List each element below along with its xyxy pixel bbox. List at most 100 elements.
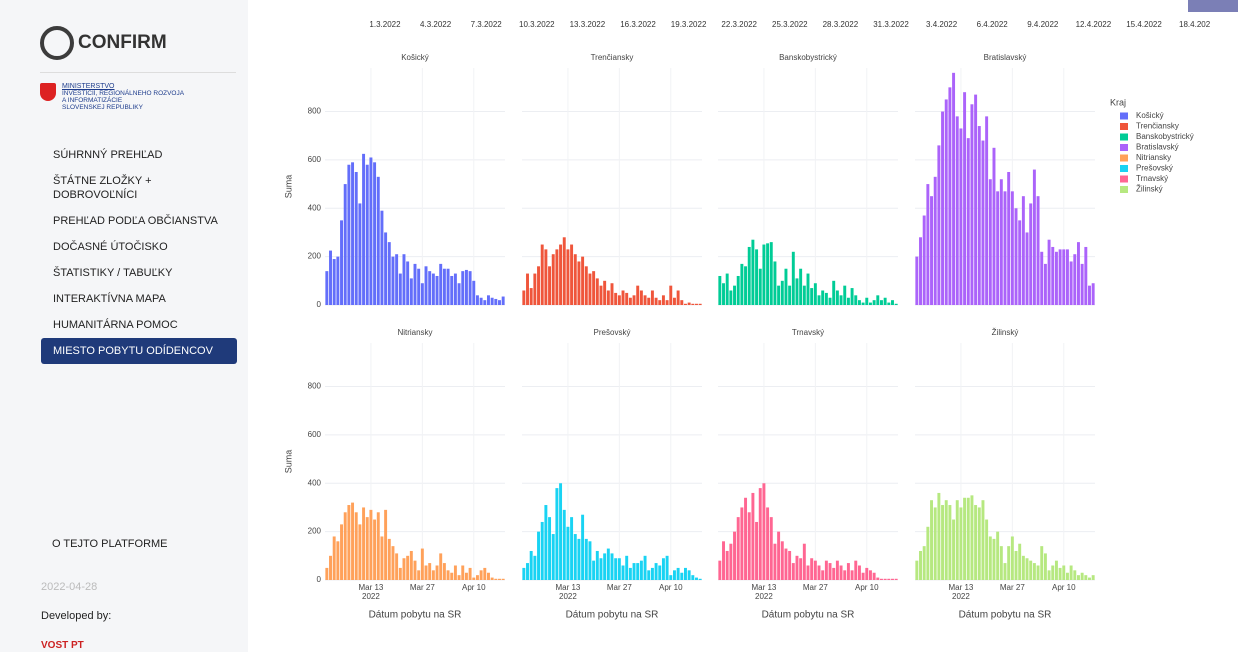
menu-item[interactable]: SÚHRNNÝ PREHĽAD [53, 149, 163, 161]
bar [376, 176, 380, 305]
bar [621, 290, 625, 305]
bar [599, 558, 603, 580]
bar [843, 570, 847, 580]
bar [684, 303, 687, 305]
bar [343, 512, 347, 580]
bar [442, 563, 446, 580]
bar [647, 570, 651, 580]
corner-button[interactable] [1188, 0, 1238, 12]
bar [595, 550, 599, 580]
bar [654, 297, 658, 305]
bar [1058, 567, 1062, 580]
bar [606, 548, 610, 580]
bar [1010, 191, 1014, 305]
slider-label: 7.3.2022 [470, 20, 502, 29]
bar [522, 567, 526, 580]
bar [529, 288, 533, 305]
bar [566, 249, 570, 305]
bar [1010, 536, 1014, 580]
bar [610, 553, 614, 580]
menu: SÚHRNNÝ PREHĽAD ŠTÁTNE ZLOŽKY + DOBROVOĽN… [41, 142, 237, 364]
bar [981, 500, 985, 580]
bar [354, 171, 358, 305]
legend-swatch [1120, 133, 1128, 141]
menu-item[interactable]: INTERAKTÍVNA MAPA [53, 293, 166, 305]
bar [813, 283, 817, 305]
menu-item[interactable]: MIESTO POBYTU ODÍDENCOV [41, 338, 237, 364]
facet-title: Žilinský [992, 328, 1019, 337]
bar [880, 578, 883, 580]
bar [632, 563, 636, 580]
ministry-text: MINISTERSTVO INVESTÍCIÍ, REGIONÁLNEHO ROZ… [62, 83, 184, 111]
bar [402, 254, 406, 305]
bar [566, 526, 570, 580]
bar [487, 572, 490, 580]
bar [435, 565, 439, 580]
bar [639, 560, 643, 580]
bar [1021, 555, 1025, 580]
bar [894, 303, 898, 305]
bar [413, 263, 417, 305]
bar [846, 563, 850, 580]
bar [684, 567, 687, 580]
bar [329, 555, 332, 580]
bar [891, 300, 894, 305]
bar [919, 550, 922, 580]
bar [948, 505, 952, 580]
bar [494, 578, 498, 580]
bar [472, 577, 476, 580]
bar [788, 285, 792, 305]
menu-item[interactable]: ŠTATISTIKY / TABUĽKY [53, 267, 173, 279]
bar [498, 300, 501, 305]
menu-item[interactable]: PREHĽAD PODĽA OBČIANSTVA [53, 215, 218, 227]
bar [1014, 550, 1018, 580]
bar [846, 297, 850, 305]
bar [941, 505, 945, 580]
bar [1062, 249, 1066, 305]
bar [599, 285, 603, 305]
bar [402, 558, 406, 580]
bar [698, 303, 702, 305]
bar [799, 558, 803, 580]
bar [974, 94, 978, 305]
bar [992, 538, 996, 580]
bar [1029, 203, 1033, 305]
bar [784, 268, 788, 305]
menu-item[interactable]: DOČASNÉ ÚTOČISKO [53, 241, 168, 253]
bar [891, 578, 894, 580]
bar [439, 263, 443, 305]
bar [876, 295, 880, 305]
bar [691, 575, 695, 580]
bar [369, 157, 373, 305]
bar [369, 509, 373, 580]
bar [1091, 575, 1095, 580]
bar [617, 295, 621, 305]
bar [391, 546, 395, 580]
menu-item[interactable]: HUMANITÁRNA POMOC [53, 319, 178, 331]
slider-label: 13.3.2022 [569, 20, 606, 29]
bar [351, 502, 355, 580]
bar [417, 570, 421, 580]
bar [926, 184, 930, 305]
bar [464, 269, 468, 305]
menu-item[interactable]: ŠTÁTNE ZLOŽKY + DOBROVOĽNÍCI [53, 175, 152, 201]
date-slider[interactable]: 1.3.2022 4.3.2022 7.3.2022 10.3.2022 13.3.20… [360, 0, 1238, 36]
logo-text: CONFIRM [78, 32, 167, 53]
slider-label: 10.3.2022 [519, 20, 555, 29]
bar [988, 536, 992, 580]
bar [1043, 263, 1047, 305]
bar [970, 495, 974, 580]
bar [985, 116, 989, 306]
slider-label: 3.4.2022 [926, 20, 958, 29]
bar [1003, 563, 1007, 580]
bar [1080, 572, 1084, 580]
ministry-line: INVESTÍCIÍ, REGIONÁLNEHO ROZVOJA [62, 90, 185, 97]
facet-title: Bratislavský [984, 53, 1027, 62]
bar [450, 572, 454, 580]
bar [1047, 570, 1051, 580]
bar [658, 300, 662, 305]
bar [398, 273, 402, 305]
facet-title: Nitriansky [397, 328, 432, 337]
about-link[interactable]: O TEJTO PLATFORME [52, 538, 168, 550]
slider-label: 12.4.2022 [1075, 20, 1112, 29]
